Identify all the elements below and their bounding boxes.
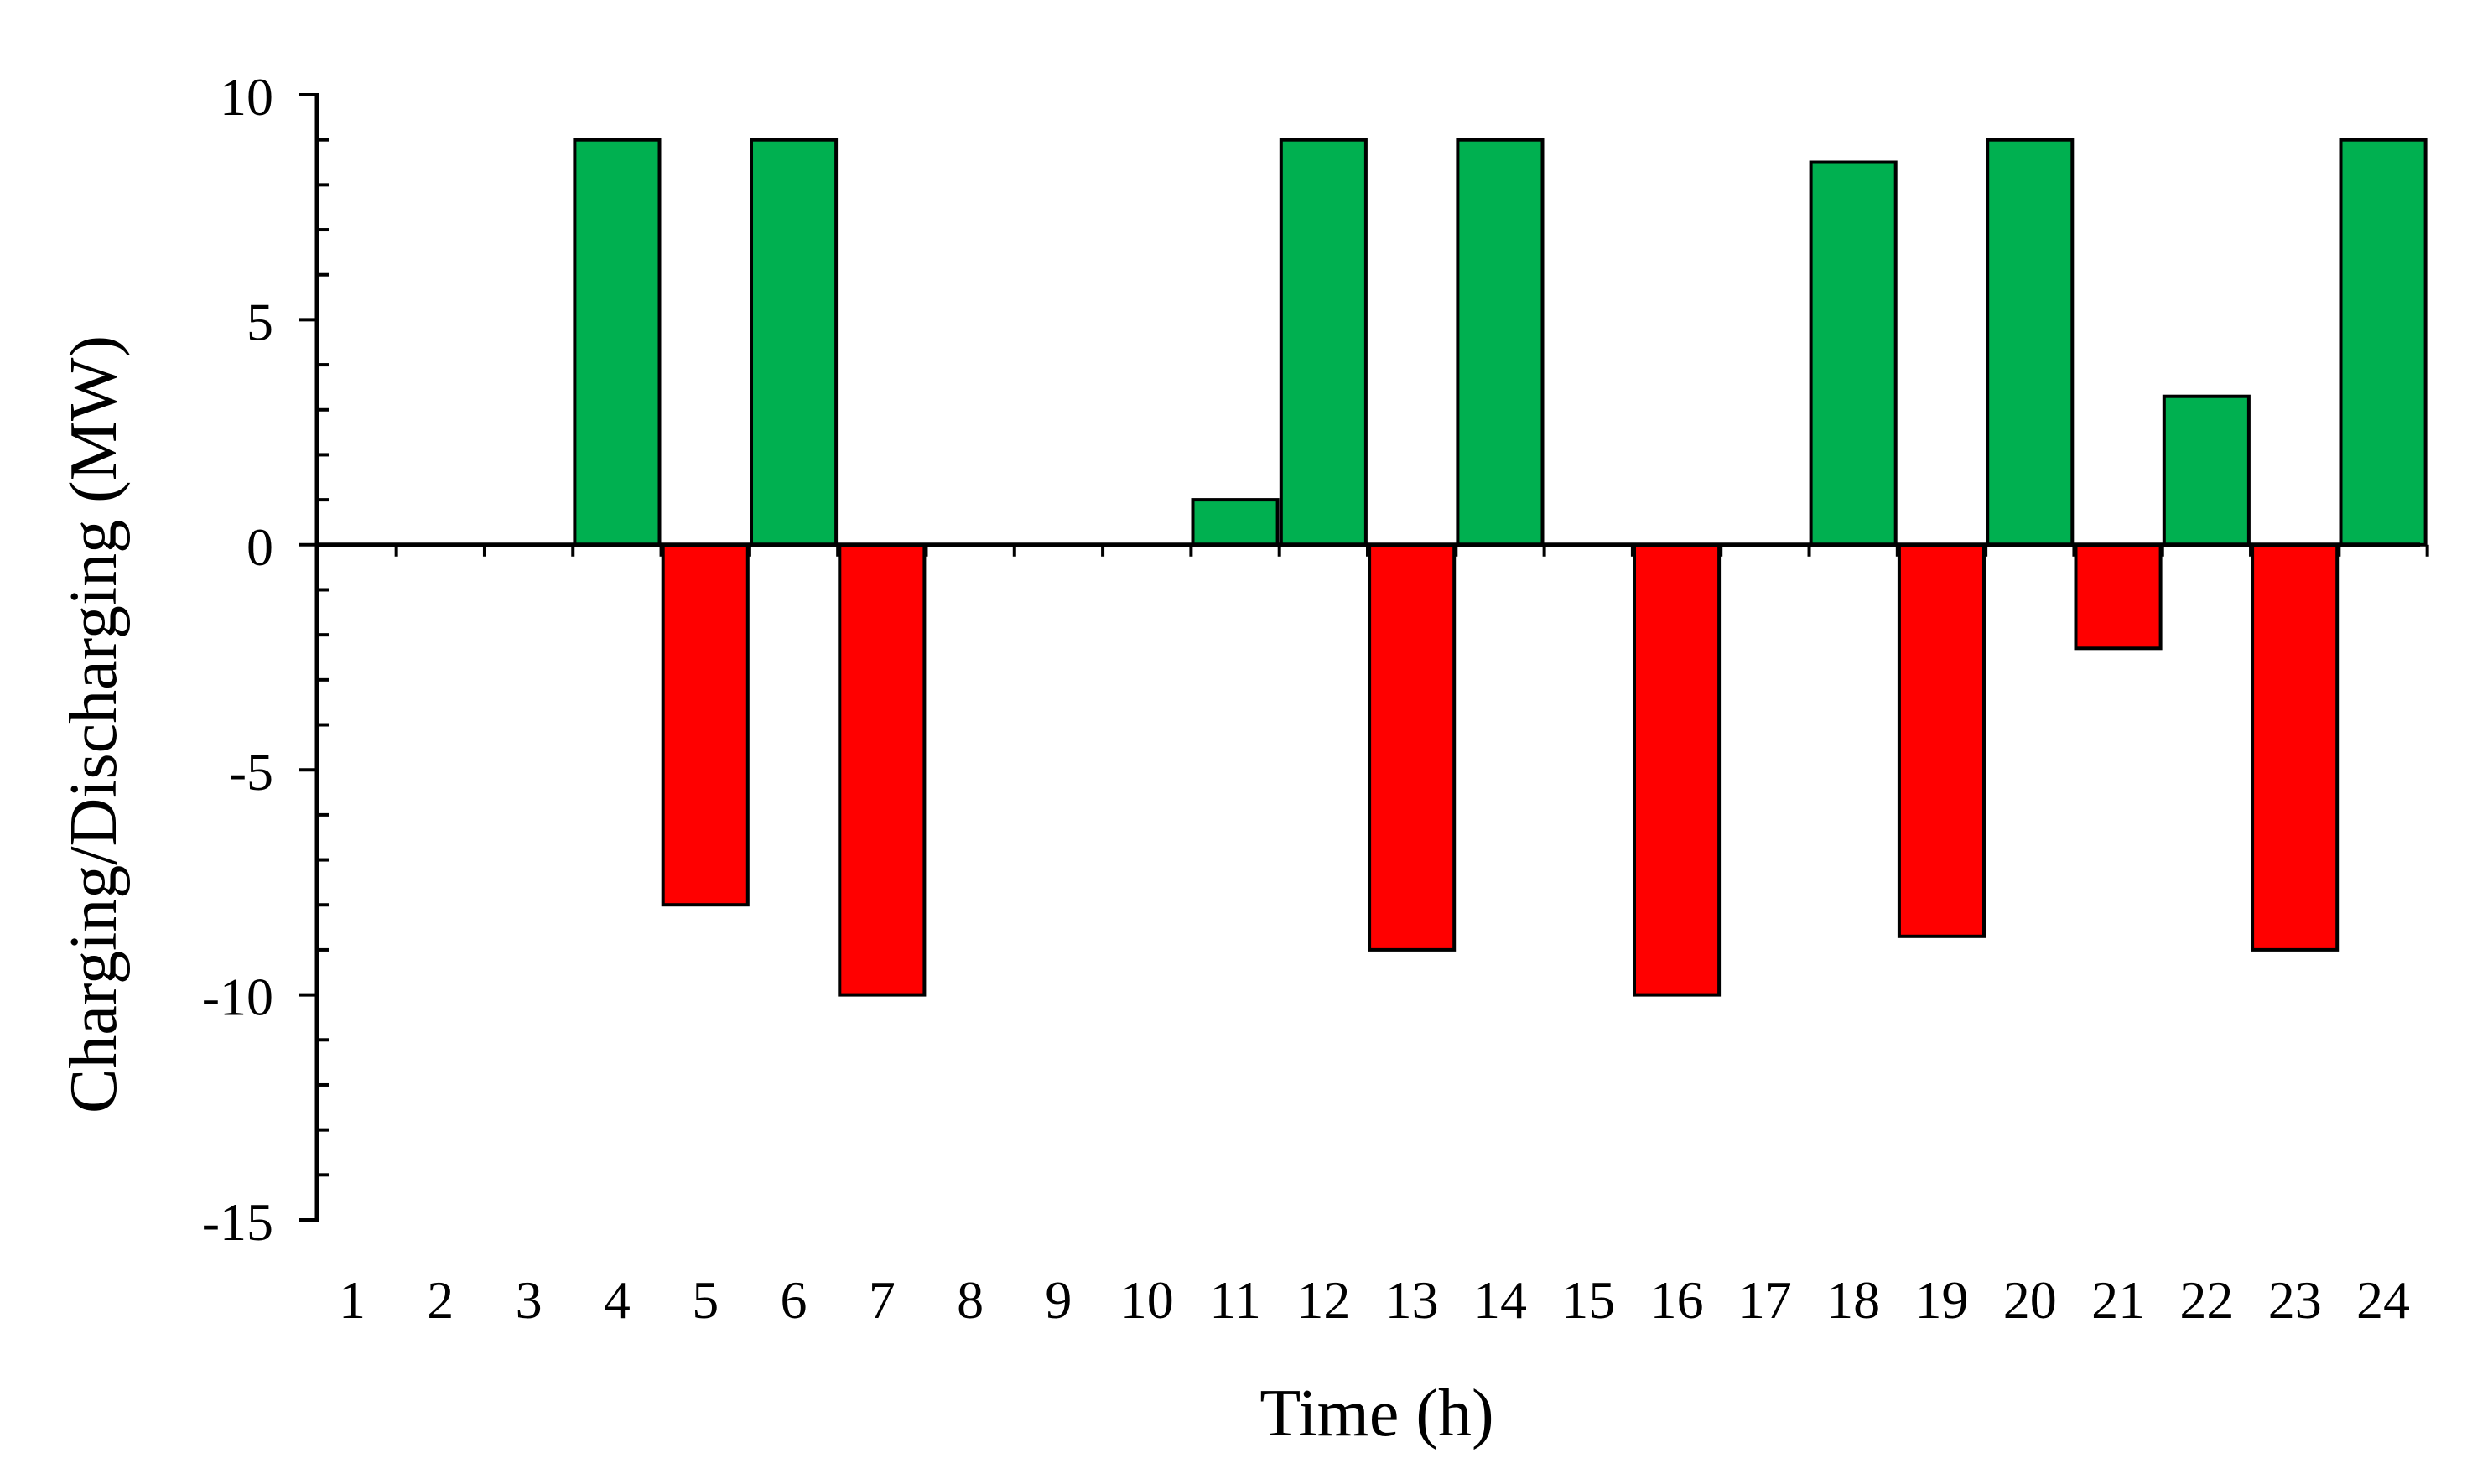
bar-5 [661, 542, 750, 907]
y-tick-label: 10 [220, 67, 273, 127]
x-tick-label: 16 [1650, 1270, 1704, 1330]
x-axis-title: Time (h) [1259, 1377, 1493, 1450]
bar-6 [750, 138, 839, 547]
y-tick-label: -5 [229, 742, 273, 802]
bar-7 [838, 542, 927, 997]
y-tick-label: -15 [202, 1192, 273, 1252]
x-tick-label: 3 [516, 1270, 543, 1330]
x-tick-label: 12 [1296, 1270, 1350, 1330]
x-tick-label: 22 [2179, 1270, 2233, 1330]
x-tick-label: 1 [339, 1270, 366, 1330]
bars-layer [573, 138, 2428, 997]
bar-13 [1368, 542, 1457, 952]
x-tick-label: 17 [1738, 1270, 1792, 1330]
x-tick-label: 19 [1914, 1270, 1968, 1330]
x-tick-label: 10 [1120, 1270, 1174, 1330]
x-tick-label: 7 [869, 1270, 896, 1330]
bar-14 [1456, 138, 1545, 547]
x-tick-label: 8 [957, 1270, 984, 1330]
x-tick-label: 20 [2003, 1270, 2057, 1330]
bar-22 [2162, 394, 2251, 547]
bar-24 [2339, 138, 2428, 547]
y-axis-title: Charging/Discharging (MW) [57, 335, 131, 1113]
bar-23 [2251, 542, 2340, 952]
x-tick-label: 24 [2356, 1270, 2410, 1330]
x-tick-label: 13 [1385, 1270, 1439, 1330]
bar-21 [2074, 542, 2163, 651]
x-tick-label: 2 [427, 1270, 454, 1330]
x-tick-label: 5 [692, 1270, 719, 1330]
x-tick-label: 21 [2091, 1270, 2145, 1330]
x-tick-label: 23 [2268, 1270, 2322, 1330]
x-ticks: 1 2 3 4 5 6 7 8 9 10 11 12 13 14 15 16 17 18 19 20 21 22 23 24 [339, 544, 2429, 1330]
bar-4 [573, 138, 662, 547]
x-tick-label: 11 [1209, 1270, 1261, 1330]
x-tick-label: 9 [1045, 1270, 1072, 1330]
x-tick-label: 18 [1826, 1270, 1880, 1330]
y-tick-label: -10 [202, 968, 273, 1027]
bar-18 [1809, 160, 1898, 547]
x-tick-label: 15 [1561, 1270, 1615, 1330]
y-tick-label: 5 [247, 292, 273, 351]
x-tick-label: 4 [604, 1270, 631, 1330]
x-tick-label: 6 [781, 1270, 808, 1330]
y-tick-label: 0 [247, 517, 273, 577]
bar-19 [1897, 542, 1986, 938]
bar-12 [1279, 138, 1368, 547]
x-tick-label: 14 [1473, 1270, 1527, 1330]
bar-16 [1633, 542, 1722, 997]
bar-11 [1191, 498, 1280, 547]
bar-20 [1986, 138, 2075, 547]
y-ticks: -15 -10 -5 0 5 10 [202, 67, 329, 1252]
